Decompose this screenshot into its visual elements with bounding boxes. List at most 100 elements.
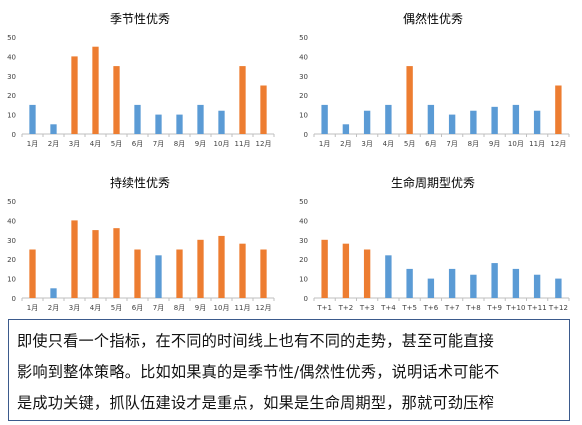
bar-6月 xyxy=(134,249,141,298)
bar-1月 xyxy=(29,104,36,134)
bar-T+8 xyxy=(470,274,477,298)
x-tick-label: T+12 xyxy=(548,304,568,312)
bar-8月 xyxy=(176,114,183,134)
x-tick-label: T+3 xyxy=(359,304,375,312)
x-tick-label: 2月 xyxy=(48,140,59,148)
y-tick-label: 0 xyxy=(304,131,308,139)
bar-9月 xyxy=(491,106,498,134)
y-tick-label: 40 xyxy=(7,53,16,61)
x-tick-label: T+7 xyxy=(444,304,460,312)
chart-1: 季节性优秀 0 10 20 30 40 50 1月 2月 3月 4月 5月 6月 7月 8月 9月 10月 11月… xyxy=(7,12,275,148)
bar-2月 xyxy=(50,288,57,298)
chart-title: 偶然性优秀 xyxy=(403,11,463,26)
bar-10月 xyxy=(218,235,225,298)
x-tick-label: 2月 xyxy=(48,304,59,312)
bar-T+3 xyxy=(363,249,371,298)
x-tick-label: 8月 xyxy=(174,140,185,148)
x-tick-label: 3月 xyxy=(69,140,80,148)
x-tick-label: T+9 xyxy=(486,304,502,312)
x-tick-label: 1月 xyxy=(319,140,330,148)
x-tick-label: 2月 xyxy=(340,140,351,148)
bar-3月 xyxy=(363,110,371,134)
chart-title: 生命周期型优秀 xyxy=(391,175,475,190)
x-tick-label: T+6 xyxy=(423,304,439,312)
x-tick-label: 8月 xyxy=(174,304,185,312)
bar-5月 xyxy=(113,228,120,298)
x-tick-label: 7月 xyxy=(446,140,457,148)
explanation-line-2: 影响到整体策略。比如如果真的是季节性/偶然性优秀，说明话术可能不 xyxy=(17,363,500,381)
bar-T+12 xyxy=(555,278,562,298)
x-tick-label: 1月 xyxy=(27,140,38,148)
y-tick-label: 50 xyxy=(7,198,16,206)
x-tick-label: 7月 xyxy=(153,140,164,148)
x-tick-label: 5月 xyxy=(111,140,122,148)
bar-6月 xyxy=(427,104,435,134)
bar-T+11 xyxy=(533,274,541,298)
y-tick-label: 30 xyxy=(299,237,308,245)
bar-10月 xyxy=(218,110,225,134)
bar-5月 xyxy=(113,66,120,134)
bar-T+6 xyxy=(427,278,435,298)
y-tick-label: 20 xyxy=(299,256,308,264)
bar-6月 xyxy=(134,104,141,134)
bar-3月 xyxy=(71,220,78,298)
y-tick-label: 40 xyxy=(299,217,308,225)
bar-9月 xyxy=(197,239,204,298)
bar-3月 xyxy=(71,56,78,134)
y-tick-label: 10 xyxy=(7,112,16,120)
y-tick-label: 30 xyxy=(7,73,16,81)
bar-12月 xyxy=(260,85,267,134)
y-tick-label: 50 xyxy=(299,34,308,42)
x-tick-label: T+2 xyxy=(338,304,354,312)
y-tick-label: 20 xyxy=(299,92,308,100)
y-tick-label: 20 xyxy=(7,92,16,100)
y-tick-label: 10 xyxy=(7,276,16,284)
y-tick-label: 0 xyxy=(304,295,308,303)
x-tick-label: 11月 xyxy=(235,304,251,312)
bar-10月 xyxy=(512,104,520,134)
x-tick-label: 9月 xyxy=(489,140,500,148)
bar-12月 xyxy=(260,249,267,298)
bar-1月 xyxy=(29,249,36,298)
x-tick-label: 11月 xyxy=(235,140,251,148)
explanation-text-box: 即使只看一个指标，在不同的时间线上也有不同的走势，甚至可能直接 影响到整体策略。… xyxy=(8,319,570,421)
x-tick-label: 12月 xyxy=(550,140,566,148)
explanation-line-1: 即使只看一个指标，在不同的时间线上也有不同的走势，甚至可能直接 xyxy=(17,332,495,350)
bar-5月 xyxy=(406,66,413,134)
bar-T+4 xyxy=(385,255,392,298)
chart-4: 生命周期型优秀 0 10 20 30 40 50 T+1 T+2 T+3 T+4 T+5 T+6 T+7 T… xyxy=(299,175,570,312)
y-tick-label: 50 xyxy=(299,198,308,206)
x-tick-label: 6月 xyxy=(425,140,436,148)
bar-8月 xyxy=(470,110,477,134)
x-tick-label: T+8 xyxy=(465,304,481,312)
x-tick-label: 6月 xyxy=(132,304,143,312)
bar-T+2 xyxy=(342,243,350,298)
bar-4月 xyxy=(92,230,99,298)
y-tick-label: 30 xyxy=(299,73,308,81)
chart-3: 持续性优秀 0 10 20 30 40 50 1月 2月 3月 4月 5月 6月 7月 8月 9月 10月 11月… xyxy=(7,175,275,312)
x-tick-label: 1月 xyxy=(27,304,38,312)
x-tick-label: 12月 xyxy=(256,304,272,312)
x-tick-label: 10月 xyxy=(214,140,230,148)
bar-T+7 xyxy=(448,268,456,298)
charts-area: 季节性优秀 0 10 20 30 40 50 1月 2月 3月 4月 5月 6月 7月 8月 9月 10月 11月… xyxy=(7,11,570,312)
x-tick-label: T+4 xyxy=(380,304,396,312)
x-tick-label: T+5 xyxy=(401,304,417,312)
x-tick-label: 12月 xyxy=(256,140,272,148)
x-tick-label: 4月 xyxy=(383,140,394,148)
y-tick-label: 40 xyxy=(7,217,16,225)
bar-11月 xyxy=(239,243,246,298)
bar-11月 xyxy=(239,66,246,134)
bar-7月 xyxy=(448,114,456,134)
bar-1月 xyxy=(321,104,328,134)
y-tick-label: 30 xyxy=(7,237,16,245)
y-tick-label: 40 xyxy=(299,53,308,61)
bar-8月 xyxy=(176,249,183,298)
x-tick-label: 3月 xyxy=(361,140,372,148)
bar-7月 xyxy=(155,255,162,298)
x-tick-label: 4月 xyxy=(90,140,101,148)
x-tick-label: 9月 xyxy=(195,140,206,148)
x-tick-label: T+11 xyxy=(527,304,547,312)
y-tick-label: 20 xyxy=(7,256,16,264)
y-tick-label: 50 xyxy=(7,34,16,42)
